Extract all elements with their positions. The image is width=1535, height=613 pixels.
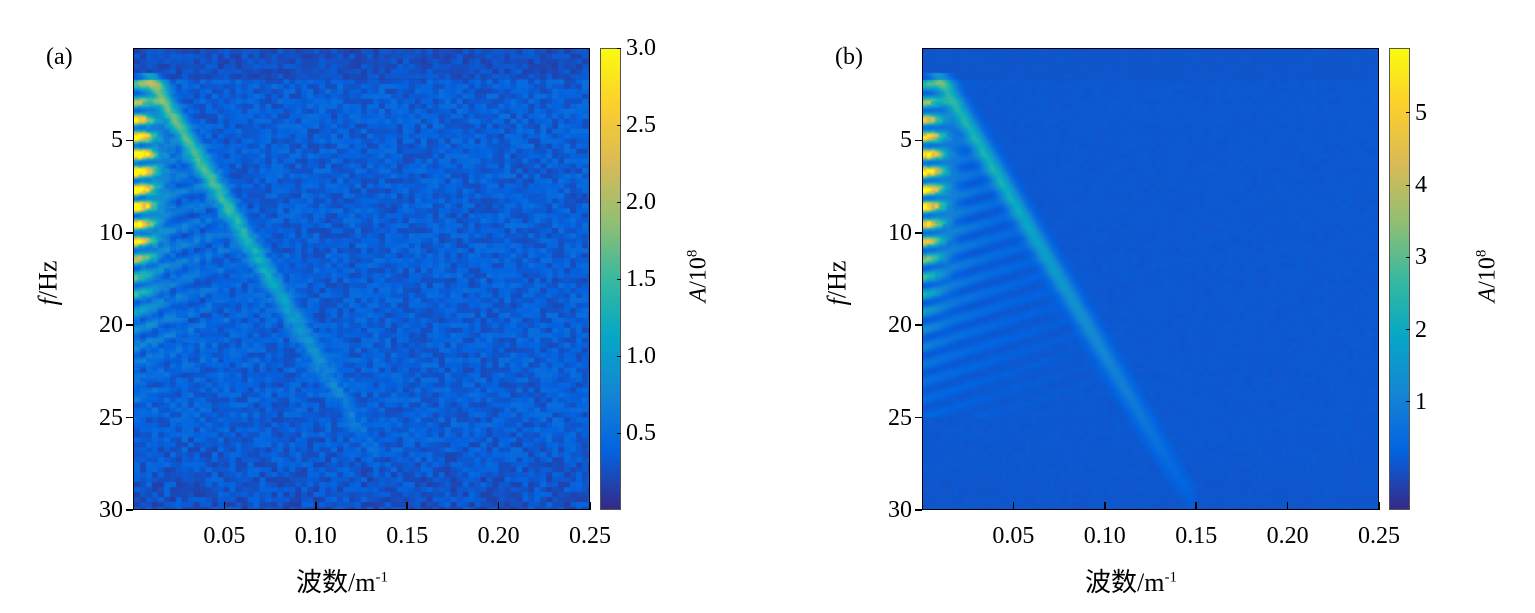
colorbar: [1389, 48, 1410, 510]
y-tick-label: 25: [99, 404, 123, 431]
y-axis-label-symbol: f: [822, 298, 852, 306]
x-tick-mark: [1195, 502, 1197, 510]
y-tick-label: 20: [99, 312, 123, 339]
x-tick-label: 0.10: [1083, 523, 1126, 549]
y-tick-mark: [915, 509, 922, 511]
x-axis-label: 波数/m-1: [1085, 562, 1177, 599]
colorbar-label-symbol: A: [1474, 287, 1501, 303]
y-axis-label-symbol: f: [33, 298, 63, 306]
y-axis-label: f/Hz: [33, 261, 63, 306]
colorbar-tick-label: 1.0: [626, 343, 656, 369]
x-tick-label: 0.15: [1175, 523, 1218, 549]
y-tick-mark: [126, 232, 133, 234]
y-tick-mark: [915, 139, 922, 142]
x-axis-label-text: 波数/m: [296, 568, 376, 597]
x-tick-label: 0.25: [1358, 523, 1400, 549]
x-tick-mark: [315, 502, 317, 510]
y-tick-label: 25: [888, 404, 912, 431]
colorbar-tick-mark: [617, 124, 621, 126]
colorbar-tick-mark: [1406, 112, 1410, 114]
colorbar-tick-label: 1: [1415, 388, 1427, 415]
colorbar-label-unit: /10: [1474, 257, 1501, 288]
heatmap-canvas: [923, 49, 1378, 509]
colorbar-label: A/108: [684, 250, 712, 303]
colorbar-tick-mark: [1406, 184, 1410, 186]
colorbar-tick-mark: [617, 432, 621, 434]
colorbar-tick-mark: [1406, 401, 1410, 403]
panel-a: (a) 0.05 0.10 0.15 0.20 0.25 5 10 20 25 30 波数/m-1 f/…: [0, 0, 760, 613]
x-tick-label: 0.20: [1266, 523, 1309, 549]
y-tick-label: 10: [99, 219, 123, 246]
x-axis-label-exponent: -1: [375, 569, 388, 586]
x-tick-label: 0.05: [992, 523, 1035, 549]
colorbar-tick-label: 3: [1415, 244, 1427, 271]
x-tick-mark: [1286, 502, 1289, 510]
heatmap-plot-area: [922, 48, 1379, 510]
x-tick-mark: [223, 502, 226, 510]
x-tick-mark: [589, 502, 591, 510]
colorbar-label-symbol: A: [685, 287, 712, 303]
x-tick-mark: [406, 502, 408, 510]
colorbar-tick-label: 2.5: [626, 112, 656, 138]
y-tick-label: 10: [888, 219, 912, 246]
colorbar-tick-label: 1.5: [626, 266, 656, 292]
y-tick-label: 20: [888, 312, 912, 339]
x-tick-mark: [497, 502, 500, 510]
panel-b: (b) 0.05 0.10 0.15 0.20 0.25 5 10 20 25 30 波数/m-1 f/…: [789, 0, 1535, 613]
y-tick-mark: [915, 416, 922, 419]
y-tick-label: 5: [900, 127, 912, 154]
x-tick-mark: [1012, 502, 1015, 510]
y-tick-mark: [126, 509, 133, 511]
colorbar-tick-mark: [617, 355, 621, 357]
colorbar-tick-label: 0.5: [626, 420, 656, 446]
colorbar-tick-mark: [617, 278, 621, 280]
y-tick-label: 30: [888, 497, 912, 523]
colorbar-tick-mark: [1406, 256, 1410, 258]
colorbar-tick-label: 2.0: [626, 189, 656, 215]
x-tick-mark: [1104, 502, 1106, 510]
colorbar-label-exponent: 8: [684, 249, 701, 258]
x-tick-label: 0.15: [386, 523, 429, 549]
y-axis-label: f/Hz: [822, 261, 852, 306]
colorbar-label-exponent: 8: [1473, 249, 1490, 258]
colorbar-tick-label: 2: [1415, 316, 1427, 343]
y-tick-label: 30: [99, 497, 123, 523]
y-tick-mark: [915, 232, 922, 234]
x-axis-label-text: 波数/m: [1085, 568, 1165, 597]
colorbar-tick-label: 4: [1415, 172, 1427, 199]
x-tick-label: 0.20: [477, 523, 520, 549]
x-tick-label: 0.05: [203, 523, 246, 549]
y-axis-label-unit: /Hz: [822, 260, 852, 299]
y-axis-label-unit: /Hz: [33, 260, 63, 299]
panel-label: (b): [835, 44, 863, 70]
x-axis-label: 波数/m-1: [296, 562, 388, 599]
x-tick-mark: [1378, 502, 1380, 510]
panel-label: (a): [46, 44, 73, 70]
x-axis-label-exponent: -1: [1164, 569, 1177, 586]
colorbar-tick-mark: [1406, 329, 1410, 331]
y-tick-mark: [126, 416, 133, 419]
heatmap-canvas: [134, 49, 589, 509]
x-tick-label: 0.10: [294, 523, 337, 549]
colorbar-tick-label: 3.0: [626, 35, 656, 61]
colorbar-tick-mark: [617, 201, 621, 203]
colorbar-label-unit: /10: [685, 257, 712, 288]
y-tick-label: 5: [111, 127, 123, 154]
colorbar-tick-label: 5: [1415, 99, 1427, 126]
colorbar-tick-mark: [617, 47, 621, 49]
colorbar-label: A/108: [1473, 250, 1501, 303]
heatmap-plot-area: [133, 48, 590, 510]
y-tick-mark: [126, 324, 133, 326]
y-tick-mark: [915, 324, 922, 326]
x-tick-label: 0.25: [569, 523, 611, 549]
y-tick-mark: [126, 139, 133, 142]
